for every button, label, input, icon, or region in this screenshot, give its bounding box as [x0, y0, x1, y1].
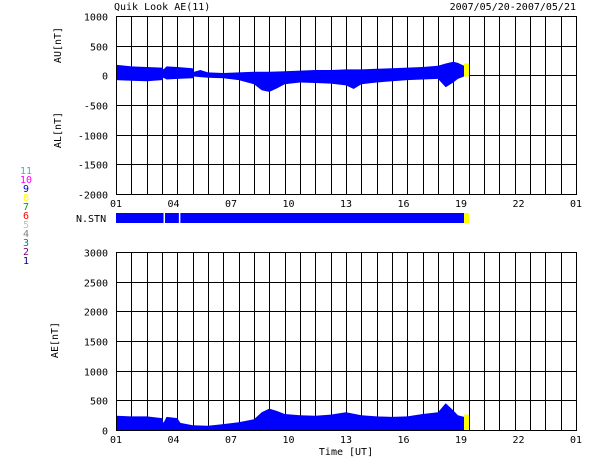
y-tick-label: 2500: [84, 279, 108, 290]
x-tick-label: 16: [397, 199, 409, 210]
station-count-missing: [464, 213, 470, 223]
station-legend-item: 8: [23, 193, 29, 204]
x-tick-label: 19: [455, 435, 467, 446]
station-legend-item: 9: [23, 184, 29, 195]
chart-title: Quik Look AE(11): [114, 2, 210, 13]
station-legend-item: 10: [20, 175, 32, 186]
x-tick-label: 19: [455, 199, 467, 210]
date-range: 2007/05/20-2007/05/21: [450, 2, 576, 13]
x-tick-label: 01: [110, 199, 122, 210]
x-tick-label: 22: [512, 435, 524, 446]
y-tick-label: 3000: [84, 249, 108, 260]
station-gap: [178, 213, 181, 223]
x-tick-label: 16: [397, 435, 409, 446]
station-legend-item: 5: [23, 220, 29, 231]
y-tick-label: -1500: [78, 161, 108, 172]
au-axis-label: AU[nT]: [53, 27, 64, 63]
station-legend-item: 7: [23, 202, 29, 213]
y-tick-label: 1000: [84, 368, 108, 379]
y-tick-label: 2000: [84, 308, 108, 319]
station-gap: [163, 213, 166, 223]
ae-frame: [116, 252, 577, 431]
x-tick-label: 04: [167, 199, 179, 210]
ae-area: [116, 403, 465, 430]
y-tick-label: -1000: [78, 132, 108, 143]
x-tick-label: 04: [167, 435, 179, 446]
station-legend-item: 1: [23, 256, 29, 267]
au-al-envelope: [116, 61, 465, 92]
x-tick-label: 13: [340, 435, 352, 446]
y-tick-label: -2000: [78, 191, 108, 202]
station-count-bar: [116, 213, 465, 223]
x-tick-label: 10: [282, 435, 294, 446]
missing-data-marker: [464, 63, 470, 77]
missing-data-marker: [464, 414, 470, 430]
station-count-panel: [116, 213, 470, 223]
y-tick-label: -500: [84, 102, 108, 113]
al-axis-label: AL[nT]: [53, 112, 64, 148]
y-tick-label: 500: [90, 397, 108, 408]
x-tick-label: 22: [512, 199, 524, 210]
station-legend-item: 4: [23, 229, 29, 240]
x-tick-label: 07: [225, 199, 237, 210]
nstn-label: N.STN: [76, 214, 106, 225]
x-axis-label: Time [UT]: [319, 447, 373, 458]
y-tick-label: 0: [102, 72, 108, 83]
station-legend-item: 6: [23, 211, 29, 222]
station-legend-item: 11: [20, 166, 32, 177]
y-tick-label: 0: [102, 427, 108, 438]
station-legend-item: 2: [23, 247, 29, 258]
station-legend-item: 3: [23, 238, 29, 249]
au-al-frame: [116, 16, 577, 195]
x-tick-label: 07: [225, 435, 237, 446]
x-tick-label: 13: [340, 199, 352, 210]
y-tick-label: 1000: [84, 13, 108, 24]
y-tick-label: 1500: [84, 338, 108, 349]
x-tick-label: 01: [570, 435, 582, 446]
ae-axis-label: AE[nT]: [50, 322, 61, 358]
x-tick-label: 10: [282, 199, 294, 210]
x-tick-label: 01: [110, 435, 122, 446]
y-tick-label: 500: [90, 43, 108, 54]
x-tick-label: 01: [570, 199, 582, 210]
